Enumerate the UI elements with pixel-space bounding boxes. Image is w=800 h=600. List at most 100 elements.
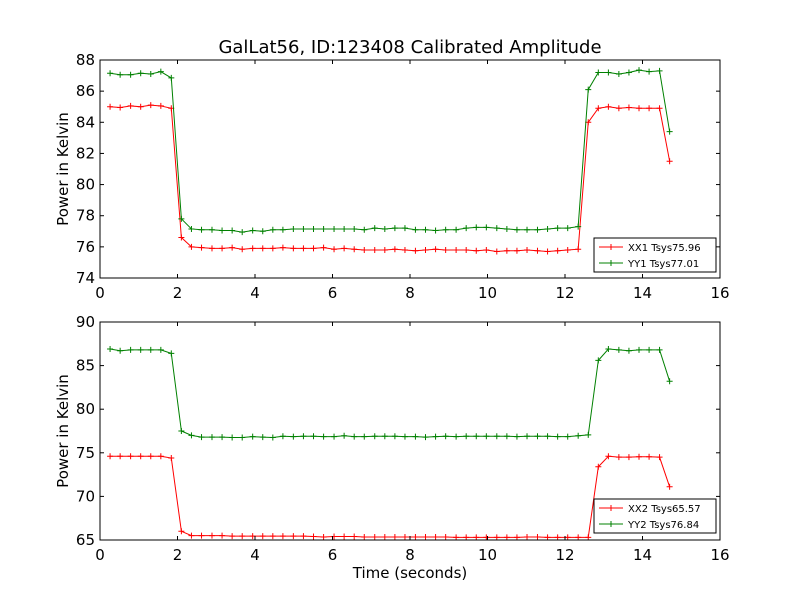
data-point bbox=[646, 453, 653, 460]
data-point bbox=[646, 346, 653, 353]
x-tick-label: 10 bbox=[478, 546, 497, 564]
data-point bbox=[137, 70, 144, 77]
data-point bbox=[229, 227, 236, 234]
data-point bbox=[463, 246, 470, 253]
data-point bbox=[310, 533, 317, 540]
data-point bbox=[534, 533, 541, 540]
data-point bbox=[188, 225, 195, 232]
data-point bbox=[554, 433, 561, 440]
data-point bbox=[595, 69, 602, 76]
data-point bbox=[290, 225, 297, 232]
data-point bbox=[513, 247, 520, 254]
data-point bbox=[117, 453, 124, 460]
data-point bbox=[310, 225, 317, 232]
data-point bbox=[615, 346, 622, 353]
data-point bbox=[208, 245, 215, 252]
data-point bbox=[259, 245, 266, 252]
data-point bbox=[371, 246, 378, 253]
legend-swatch-marker bbox=[608, 244, 614, 250]
data-point bbox=[127, 71, 134, 78]
data-point bbox=[666, 378, 673, 385]
data-point bbox=[229, 244, 236, 251]
data-point bbox=[493, 248, 500, 255]
data-point bbox=[483, 433, 490, 440]
x-tick-label: 4 bbox=[250, 546, 260, 564]
data-point bbox=[595, 105, 602, 112]
x-tick-label: 2 bbox=[173, 546, 183, 564]
data-point bbox=[564, 246, 571, 253]
data-point bbox=[300, 533, 307, 540]
x-tick-label: 0 bbox=[95, 546, 105, 564]
data-point bbox=[524, 433, 531, 440]
data-point bbox=[198, 434, 205, 441]
data-point bbox=[615, 454, 622, 461]
data-point bbox=[483, 534, 490, 541]
data-point bbox=[147, 102, 154, 109]
data-point bbox=[412, 433, 419, 440]
data-point bbox=[290, 245, 297, 252]
data-point bbox=[157, 453, 164, 460]
data-point bbox=[137, 346, 144, 353]
data-point bbox=[412, 226, 419, 233]
data-point bbox=[168, 74, 175, 81]
data-point bbox=[320, 433, 327, 440]
data-point bbox=[279, 433, 286, 440]
data-point bbox=[259, 434, 266, 441]
data-point bbox=[371, 225, 378, 232]
x-tick-label: 16 bbox=[710, 546, 729, 564]
data-point bbox=[381, 533, 388, 540]
data-point bbox=[605, 346, 612, 353]
data-point bbox=[290, 533, 297, 540]
data-point bbox=[371, 433, 378, 440]
data-point bbox=[503, 225, 510, 232]
data-point bbox=[391, 225, 398, 232]
data-point bbox=[239, 229, 246, 236]
data-point bbox=[503, 433, 510, 440]
data-point bbox=[453, 433, 460, 440]
data-point bbox=[513, 534, 520, 541]
data-point bbox=[259, 228, 266, 235]
data-point bbox=[351, 225, 358, 232]
data-point bbox=[279, 533, 286, 540]
data-point bbox=[463, 225, 470, 232]
data-point bbox=[422, 533, 429, 540]
data-point bbox=[331, 225, 338, 232]
data-point bbox=[239, 434, 246, 441]
data-point bbox=[259, 533, 266, 540]
data-point bbox=[341, 432, 348, 439]
data-point bbox=[534, 226, 541, 233]
data-point bbox=[127, 102, 134, 109]
data-point bbox=[361, 433, 368, 440]
data-point bbox=[636, 67, 643, 74]
data-point bbox=[157, 346, 164, 353]
data-point bbox=[198, 244, 205, 251]
data-point bbox=[157, 68, 164, 75]
data-point bbox=[595, 463, 602, 470]
data-point bbox=[117, 104, 124, 111]
data-point bbox=[391, 246, 398, 253]
data-point bbox=[269, 226, 276, 233]
data-point bbox=[544, 225, 551, 232]
data-point bbox=[615, 71, 622, 78]
y-tick-label: 86 bbox=[76, 82, 95, 100]
data-point bbox=[432, 227, 439, 234]
legend-label: XX1 Tsys75.96 bbox=[628, 243, 701, 254]
data-point bbox=[391, 433, 398, 440]
x-tick-label: 10 bbox=[478, 284, 497, 302]
x-tick-label: 4 bbox=[250, 284, 260, 302]
data-point bbox=[249, 433, 256, 440]
data-point bbox=[513, 226, 520, 233]
data-point bbox=[178, 428, 185, 434]
data-point bbox=[656, 454, 663, 461]
data-point bbox=[147, 71, 154, 78]
x-tick-label: 8 bbox=[405, 284, 415, 302]
data-point bbox=[503, 534, 510, 541]
data-point bbox=[503, 247, 510, 254]
data-point bbox=[432, 533, 439, 540]
data-point bbox=[401, 225, 408, 232]
data-point bbox=[157, 102, 164, 109]
data-point bbox=[401, 246, 408, 253]
y-tick-label: 65 bbox=[76, 531, 95, 549]
data-point bbox=[107, 346, 114, 353]
data-point bbox=[605, 103, 612, 110]
